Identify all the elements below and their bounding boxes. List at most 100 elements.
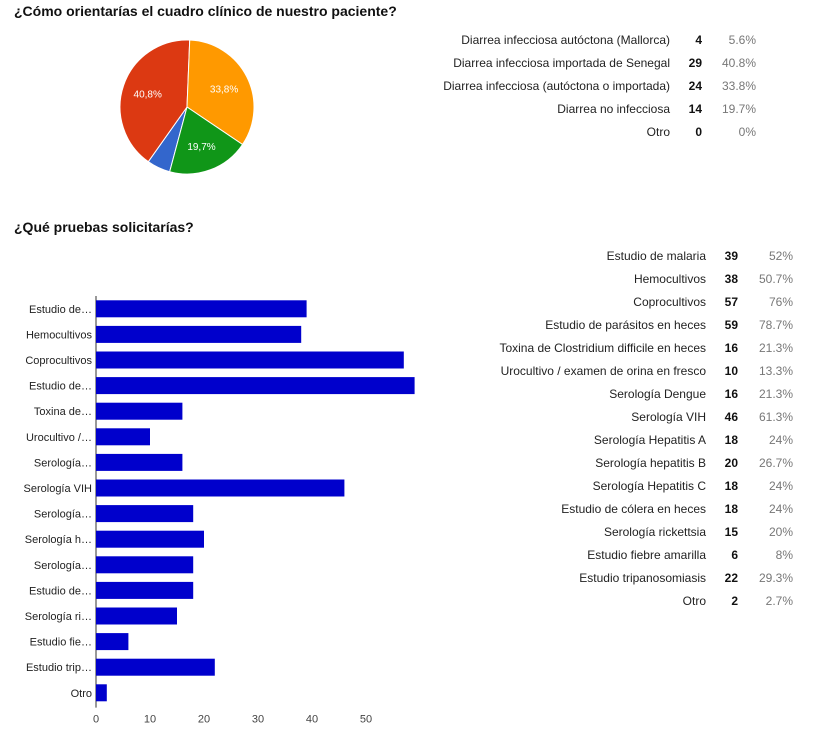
pie-slice-label: 19,7% (187, 142, 215, 153)
bar (96, 530, 204, 548)
summary-percent: 13.3% (758, 363, 793, 378)
x-tick-label: 0 (93, 714, 99, 726)
summary-label: Serología Hepatitis C (592, 478, 706, 493)
category-label: Coprocultivos (25, 355, 92, 367)
summary-percent: 76% (768, 294, 793, 309)
summary-label: Diarrea infecciosa importada de Senegal (453, 55, 670, 70)
x-tick-label: 50 (360, 714, 372, 726)
question-2-title: ¿Qué pruebas solicitarías? (14, 219, 194, 235)
summary-row: Estudio tripanosomiasis 22 29.3% (450, 566, 793, 589)
x-tick-label: 20 (198, 714, 210, 726)
summary-row: Hemocultivos 38 50.7% (450, 267, 793, 290)
summary-count: 2 (731, 593, 738, 608)
summary-percent: 61.3% (758, 409, 793, 424)
summary-label: Serología Hepatitis A (593, 432, 706, 447)
summary-row: Diarrea infecciosa importada de Senegal 2… (400, 51, 756, 74)
pie-slice (169, 106, 244, 175)
summary-row: Estudio fiebre amarilla 6 8% (450, 543, 793, 566)
summary-percent: 8% (775, 547, 793, 562)
summary-label: Serología Dengue (609, 386, 706, 401)
summary-row: Diarrea no infecciosa 14 19.7% (400, 97, 756, 120)
category-label: Otro (71, 688, 92, 700)
pie-slice (186, 39, 255, 146)
summary-count: 29 (688, 55, 702, 70)
bar (96, 351, 404, 369)
summary-row: Estudio de cólera en heces 18 24% (450, 497, 793, 520)
pie-slice-label: 33,8% (210, 84, 238, 95)
summary-count: 6 (731, 547, 738, 562)
summary-count: 16 (724, 386, 738, 401)
summary-count: 10 (724, 363, 738, 378)
summary-label: Toxina de Clostridium difficile en heces (499, 340, 706, 355)
bar-chart: Estudio de… Hemocultivos Coprocultivos Estu… (24, 296, 415, 726)
pie-slice-label: 40,8% (134, 90, 162, 101)
x-tick-label: 10 (144, 714, 156, 726)
summary-count: 20 (724, 455, 738, 470)
question-1-title: ¿Cómo orientarías el cuadro clínico de n… (14, 3, 397, 19)
category-label: Toxina de… (34, 406, 92, 418)
category-label: Urocultivo /… (26, 432, 92, 444)
summary-percent: 24% (768, 501, 793, 516)
question-1-summary-table: Diarrea infecciosa autóctona (Mallorca) 4… (400, 28, 756, 143)
x-tick-label: 30 (252, 714, 264, 726)
summary-count: 15 (724, 524, 738, 539)
summary-percent: 2.7% (765, 593, 793, 608)
summary-label: Coprocultivos (633, 294, 706, 309)
bar (96, 479, 345, 497)
summary-count: 18 (724, 501, 738, 516)
summary-row: Serología hepatitis B 20 26.7% (450, 451, 793, 474)
category-label: Hemocultivos (26, 329, 93, 341)
summary-label: Otro (646, 124, 670, 139)
category-label: Serología… (34, 509, 92, 521)
summary-row: Serología Hepatitis A 18 24% (450, 428, 793, 451)
category-label: Serología… (34, 457, 92, 469)
summary-percent: 52% (768, 248, 793, 263)
summary-percent: 26.7% (758, 455, 793, 470)
x-tick-label: 40 (306, 714, 318, 726)
pie-chart: 40,8% 33,8% 19,7% (119, 39, 255, 175)
summary-label: Serología hepatitis B (595, 455, 706, 470)
summary-percent: 33.8% (721, 78, 756, 93)
bar (96, 581, 194, 599)
summary-count: 18 (724, 432, 738, 447)
bar (96, 428, 150, 446)
summary-count: 14 (688, 101, 702, 116)
summary-percent: 21.3% (758, 386, 793, 401)
summary-percent: 0% (738, 124, 756, 139)
question-2-summary-table: Estudio de malaria 39 52% Hemocultivos 38 50.… (450, 244, 793, 612)
category-label: Estudio trip… (26, 662, 92, 674)
summary-count: 22 (724, 570, 738, 585)
summary-row: Serología VIH 46 61.3% (450, 405, 793, 428)
summary-row: Coprocultivos 57 76% (450, 290, 793, 313)
category-label: Serología VIH (24, 483, 93, 495)
summary-count: 38 (724, 271, 738, 286)
summary-label: Diarrea infecciosa autóctona (Mallorca) (461, 32, 670, 47)
summary-percent: 78.7% (758, 317, 793, 332)
summary-percent: 29.3% (758, 570, 793, 585)
bar (96, 556, 194, 574)
category-label: Estudio de… (29, 381, 92, 393)
category-label: Serología… (34, 560, 92, 572)
summary-count: 57 (724, 294, 738, 309)
summary-row: Otro 2 2.7% (450, 589, 793, 612)
bar (96, 505, 194, 523)
bar (96, 684, 107, 702)
summary-percent: 50.7% (758, 271, 793, 286)
summary-percent: 5.6% (728, 32, 756, 47)
summary-label: Estudio fiebre amarilla (587, 547, 706, 562)
summary-row: Serología Dengue 16 21.3% (450, 382, 793, 405)
bar (96, 300, 307, 318)
summary-count: 4 (695, 32, 702, 47)
bar (96, 658, 215, 676)
pie-slice (119, 39, 191, 163)
summary-label: Serología rickettsia (603, 524, 706, 539)
summary-label: Estudio de malaria (606, 248, 706, 263)
summary-row: Toxina de Clostridium difficile en heces… (450, 336, 793, 359)
summary-row: Diarrea infecciosa autóctona (Mallorca) 4… (400, 28, 756, 51)
bar (96, 453, 183, 471)
bar (96, 377, 415, 395)
summary-percent: 21.3% (758, 340, 793, 355)
summary-label: Estudio tripanosomiasis (579, 570, 706, 585)
category-label: Serología h… (25, 534, 92, 546)
